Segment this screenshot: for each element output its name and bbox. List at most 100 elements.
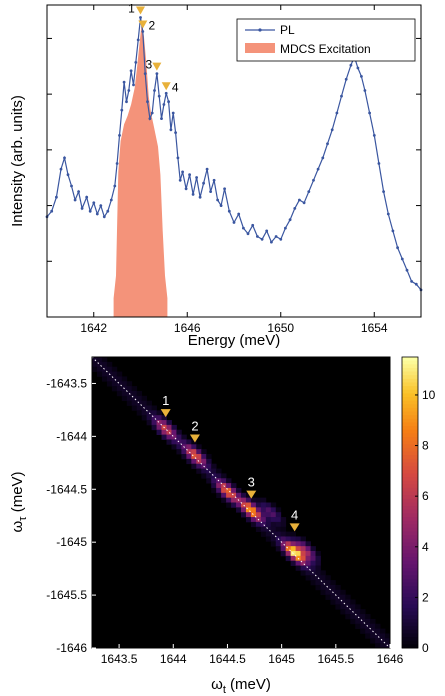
heatmap-cell <box>156 429 162 435</box>
heatmap-cell <box>275 526 282 532</box>
pl-point <box>50 209 54 213</box>
legend-box <box>236 18 416 62</box>
heatmap-cell <box>380 633 386 639</box>
heatmap-cell <box>290 531 297 537</box>
heatmap-cell <box>315 570 321 576</box>
heatmap-cell <box>275 541 282 547</box>
heatmap-cell <box>345 594 351 600</box>
heatmap-cell <box>166 424 172 431</box>
pl-point <box>178 178 182 182</box>
heatmap-cell <box>96 361 103 368</box>
colorbar-step <box>402 477 418 482</box>
heatmap-cell <box>370 633 376 639</box>
heatmap-cell <box>250 507 257 513</box>
heatmap-cell <box>181 454 187 460</box>
heatmap-cell <box>315 584 321 591</box>
heatmap-cell <box>196 468 202 474</box>
pl-point <box>174 131 178 135</box>
heatmap-cell <box>116 386 123 392</box>
heatmap-cell <box>176 444 182 450</box>
heatmap-cell <box>121 376 128 382</box>
pl-peak-label: 4 <box>172 80 179 94</box>
colorbar-step <box>402 560 418 565</box>
heatmap-cell <box>186 454 192 460</box>
heatmap-cell <box>101 371 108 377</box>
heatmap-cell <box>96 357 103 363</box>
heatmap-cell <box>156 420 162 426</box>
heatmap-cell <box>310 555 316 562</box>
colorbar-step <box>402 393 418 398</box>
heatmap-cell <box>325 575 331 581</box>
colorbar-step <box>402 571 418 576</box>
colorbar-tick-label: 10 <box>422 388 436 402</box>
heatmap-cell <box>126 381 133 387</box>
heatmap-cell <box>191 463 197 469</box>
heatmap-cell <box>335 584 341 591</box>
heatmap-cell <box>275 521 282 528</box>
pl-point <box>260 237 264 241</box>
heatmap-cell <box>166 429 172 435</box>
colorbar-step <box>402 495 418 500</box>
heatmap-cell <box>315 580 321 586</box>
colorbar-step <box>402 455 418 460</box>
pl-point <box>356 66 360 70</box>
heatmap-cell <box>186 458 192 465</box>
pl-point <box>265 229 269 233</box>
heatmap-cell <box>310 551 316 557</box>
heatmap-cell <box>126 400 133 406</box>
heatmap-cell <box>151 410 157 416</box>
heatmap-cell <box>250 497 257 503</box>
legend-mdcs-label: MDCS Excitation <box>280 42 371 56</box>
colorbar-frame <box>401 356 419 649</box>
heatmap-cell <box>231 487 237 494</box>
heatmap-cell <box>221 492 227 499</box>
heatmap-cell <box>305 575 311 581</box>
heatmap-cell <box>186 439 192 445</box>
heatmap-cell <box>241 512 247 518</box>
pl-point <box>396 246 399 250</box>
heatmap-cell <box>290 546 297 552</box>
x-label-unit: (meV) <box>226 676 271 693</box>
heatmap-cell <box>310 565 316 571</box>
pl-point <box>157 94 161 98</box>
heatmap-cell <box>106 381 113 387</box>
pl-point <box>184 187 188 191</box>
pl-point <box>63 156 66 160</box>
pl-x-tick-label: 1646 <box>174 321 201 335</box>
pl-point <box>205 167 209 171</box>
heatmap-cell <box>350 618 356 625</box>
pl-point <box>92 201 96 205</box>
heatmap-cell <box>345 604 351 610</box>
pl-point <box>284 226 287 230</box>
heatmap-cell <box>226 497 232 503</box>
pl-peak-marker <box>138 20 148 29</box>
pl-point <box>360 75 363 78</box>
colorbar-step <box>402 546 418 551</box>
heatmap-cell <box>335 594 341 600</box>
colorbar-step <box>402 611 418 616</box>
heatmap-cell <box>360 628 366 634</box>
heatmap-cell <box>325 584 331 591</box>
heatmap-cell <box>231 497 237 503</box>
heatmap-cell <box>111 376 118 382</box>
pl-point <box>171 111 175 115</box>
heatmap-cell <box>255 502 262 508</box>
heatmap-cell <box>260 512 267 518</box>
heatmap-cell <box>330 584 336 591</box>
pl-point <box>195 176 199 179</box>
colorbar-step <box>402 578 418 584</box>
heatmap-cell <box>101 361 108 368</box>
pl-y-axis-label: Intensity (arb. units) <box>9 95 26 227</box>
pl-point <box>326 142 329 146</box>
pl-x-tick-label: 1654 <box>361 321 388 335</box>
pl-point <box>127 89 131 92</box>
colorbar-step <box>402 418 418 423</box>
colorbar-step <box>402 451 418 456</box>
heatmap-cell <box>265 531 272 537</box>
heatmap-cell <box>285 555 292 562</box>
heatmap-cell <box>250 512 257 518</box>
heatmap-cell <box>245 497 252 503</box>
heatmap-cell <box>315 555 321 562</box>
heatmap-cell <box>305 546 311 552</box>
heatmap-cell <box>156 410 162 416</box>
